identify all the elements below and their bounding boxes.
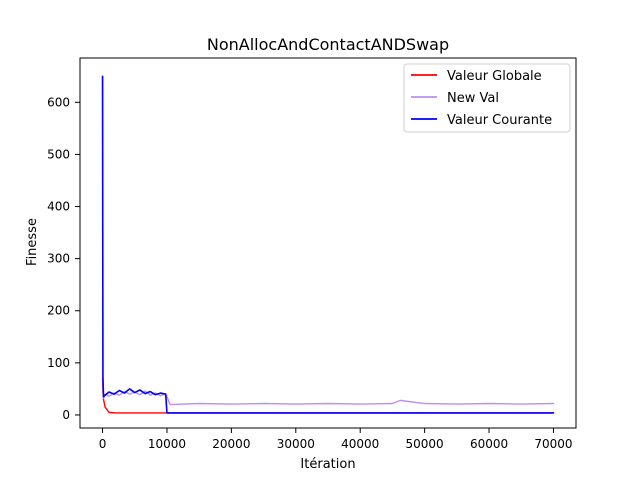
x-tick-label: 60000	[470, 437, 508, 451]
y-tick-label: 600	[47, 95, 70, 109]
x-tick-label: 0	[99, 437, 107, 451]
legend-label-new-val: New Val	[447, 91, 499, 106]
chart-title: NonAllocAndContactANDSwap	[207, 35, 449, 54]
series-line-valeur-courante	[101, 75, 555, 414]
legend-label-valeur-courante: Valeur Courante	[447, 113, 552, 128]
x-tick-label: 20000	[212, 437, 250, 451]
plot-frame	[79, 57, 577, 429]
axes: 0 10000 20000 30000 40000 50000 60000 70000 0 100…	[47, 57, 577, 451]
plot-area	[101, 75, 555, 414]
x-tick-label: 10000	[148, 437, 186, 451]
y-tick-label: 500	[47, 147, 70, 161]
x-tick-label: 30000	[277, 437, 315, 451]
x-axis-label: Itération	[300, 457, 355, 472]
y-tick-label: 100	[47, 356, 70, 370]
y-tick-label: 400	[47, 200, 70, 214]
x-tick-label: 40000	[341, 437, 379, 451]
y-tick-label: 300	[47, 252, 70, 266]
y-tick-label: 0	[62, 408, 70, 422]
legend-label-valeur-globale: Valeur Globale	[447, 69, 542, 84]
x-tick-label: 50000	[406, 437, 444, 451]
x-tick-label: 70000	[534, 437, 572, 451]
y-axis-label: Finesse	[25, 218, 40, 266]
y-tick-label: 200	[47, 304, 70, 318]
legend-box	[403, 63, 571, 133]
legend: Valeur Globale New Val Valeur Courante	[403, 63, 571, 133]
